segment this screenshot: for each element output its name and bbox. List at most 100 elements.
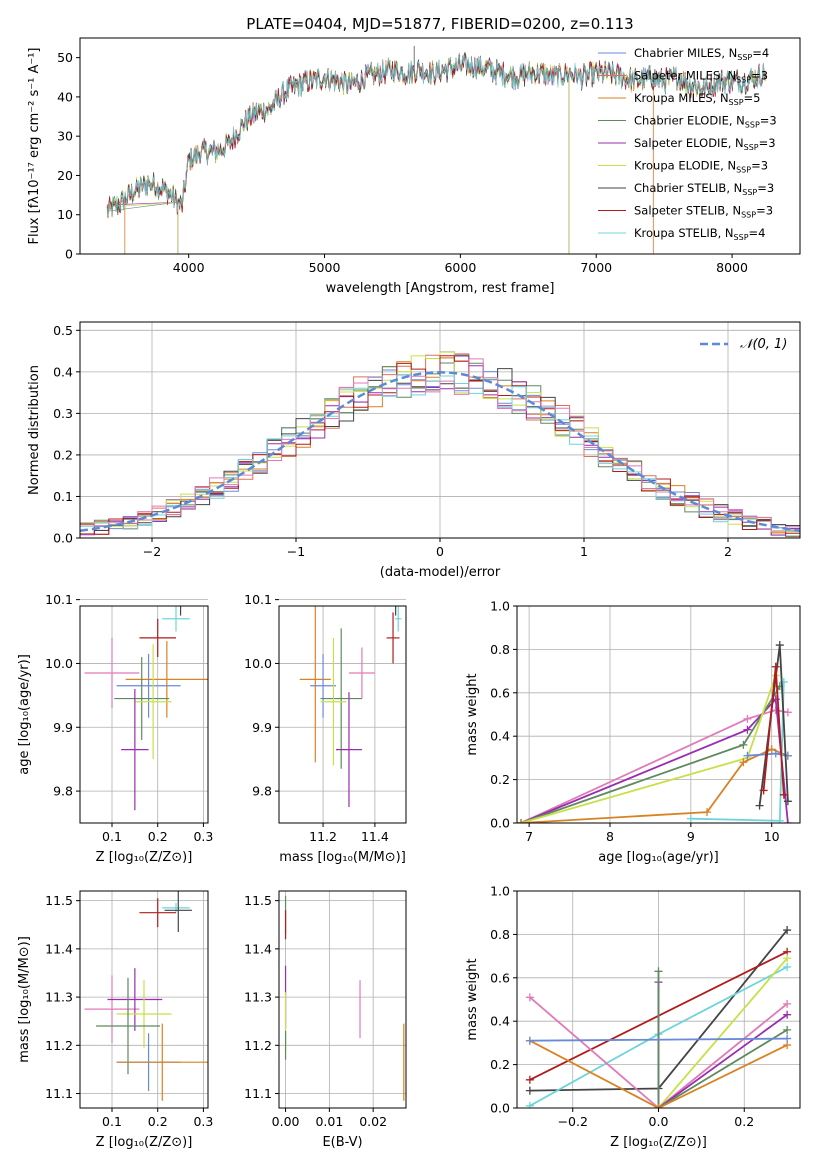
x-tick-label: 7: [525, 829, 533, 844]
y-tick-label: 20: [57, 168, 73, 183]
x-tick-label: 0.2: [148, 1114, 168, 1129]
x-axis-label: age [log₁₀(age/yr)]: [598, 850, 719, 865]
x-tick-label: −0.2: [558, 1114, 588, 1129]
weight-marker: [739, 740, 748, 749]
y-axis-label: mass weight: [465, 673, 480, 755]
weight-series-line: [657, 971, 788, 1108]
age_vs_mass-frame: 11.2 11.4 9.8 9.9 10.0 10.1 mass [log₁₀(M/M⊙)]: [244, 592, 407, 865]
x-axis-label: E(B-V): [322, 1135, 362, 1150]
weight-series-line: [520, 675, 777, 823]
weight_vs_Z-panel: −0.2 0.0 0.2 0.0 0.2 0.4 0.6 0.8 1.0 Z [log₁₀(Z/Z…: [465, 884, 801, 1150]
y-axis-label: mass weight: [465, 958, 480, 1040]
y-tick-label: 0.4: [490, 1014, 510, 1029]
weight-series-line: [657, 957, 788, 1108]
spectrum-plot-area: [106, 45, 767, 254]
y-tick-label: 0.2: [490, 1057, 510, 1072]
y-tick-label: 11.5: [244, 893, 272, 908]
x-tick-label: 0: [436, 544, 444, 559]
y-tick-label: 10.0: [244, 656, 272, 671]
y-axis-label: age [log₁₀(age/yr)]: [17, 654, 32, 775]
y-tick-label: 11.1: [244, 1086, 272, 1101]
y-axis-label: Normed distribution: [27, 365, 42, 495]
x-tick-label: 1: [580, 544, 588, 559]
legend-entry: Kroupa MILES, NSSP=5: [634, 91, 760, 107]
figure-title: PLATE=0404, MJD=51877, FIBERID=0200, z=0…: [246, 15, 633, 33]
x-axis-label: wavelength [Angstrom, rest frame]: [326, 281, 555, 296]
y-tick-label: 0.3: [53, 406, 73, 421]
weight_vs_age-frame: 7 8 9 10 0.0 0.2 0.4 0.6 0.8 1.0 age [log₁₀(age/yr…: [465, 599, 801, 865]
weight-marker: [783, 1034, 792, 1043]
x-axis-label: mass [log₁₀(M/M⊙)]: [279, 850, 406, 865]
histogram-step: [80, 358, 800, 532]
y-tick-label: 11.3: [244, 990, 272, 1005]
weight-marker: [783, 797, 792, 806]
x-tick-label: 8000: [716, 260, 748, 275]
weight-marker: [783, 962, 792, 971]
x-tick-label: 7000: [580, 260, 612, 275]
y-tick-label: 10: [57, 207, 73, 222]
x-tick-label: 8: [606, 829, 614, 844]
y-tick-label: 11.5: [45, 893, 73, 908]
y-tick-label: 9.8: [53, 784, 73, 799]
legend-entry: Salpeter ELODIE, NSSP=3: [634, 136, 776, 152]
y-tick-label: 0.5: [53, 323, 73, 338]
weight-marker: [525, 1075, 534, 1084]
age_vs_Z-frame: 0.1 0.2 0.3 9.8 9.9 10.0 10.1 Z [log₁₀(Z/Z⊙)] ag…: [17, 592, 213, 865]
axes-frame: [79, 605, 209, 824]
age_vs_mass-plot-area: [299, 606, 402, 808]
y-tick-label: 0.0: [53, 531, 73, 546]
x-tick-label: 0.2: [148, 829, 168, 844]
y-tick-label: 10.1: [244, 592, 272, 607]
axes-frame: [79, 37, 801, 255]
x-axis-label: (data-model)/error: [380, 565, 501, 580]
x-tick-label: 0.1: [102, 1114, 122, 1129]
weight-marker: [783, 1010, 792, 1019]
axes-frame: [516, 605, 801, 824]
weight-marker: [783, 926, 792, 935]
axes-frame: [278, 605, 407, 824]
legend-entry: 𝒩(0, 1): [740, 337, 787, 352]
mass_vs_Z-frame: 0.1 0.2 0.3 11.1 11.2 11.3 11.4 11.5 Z [log₁₀(Z/…: [17, 890, 213, 1150]
y-tick-label: 11.4: [45, 941, 73, 956]
x-tick-label: 11.2: [309, 829, 337, 844]
legend-entry: Kroupa ELODIE, NSSP=3: [634, 159, 768, 175]
y-tick-label: 1.0: [490, 884, 510, 899]
spectrum-series-line: [106, 52, 767, 254]
mass_vs_Z-panel: 0.1 0.2 0.3 11.1 11.2 11.3 11.4 11.5 Z [log₁₀(Z/…: [17, 890, 213, 1150]
x-tick-label: 0.2: [734, 1114, 754, 1129]
x-tick-label: 0.3: [193, 829, 213, 844]
weight-marker: [525, 993, 534, 1002]
axes-frame: [79, 890, 209, 1109]
weight-series-line: [529, 1039, 788, 1108]
x-tick-label: 5000: [309, 260, 341, 275]
y-tick-label: 0.2: [490, 772, 510, 787]
age_vs_mass-panel: 11.2 11.4 9.8 9.9 10.0 10.1 mass [log₁₀(M/M⊙)]: [244, 592, 407, 865]
weight-marker: [783, 999, 792, 1008]
weight-marker: [654, 967, 663, 976]
weight-marker: [525, 1036, 534, 1045]
y-tick-label: 11.2: [45, 1038, 73, 1053]
weight-marker: [686, 814, 695, 823]
mass_vs_EBV-frame: 0.00 0.01 0.02 11.1 11.2 11.3 11.4 11.5 E(B-V): [244, 890, 407, 1150]
weight-marker: [775, 641, 784, 650]
x-tick-label: 11.4: [361, 829, 389, 844]
weight_vs_age-plot-area: [517, 641, 792, 823]
residuals-frame: −2 −1 0 1 2 0.0 0.1 0.2 0.3 0.4 0.5 (data-model)/er…: [27, 321, 801, 580]
legend-entry: Chabrier MILES, NSSP=4: [634, 46, 769, 62]
weight-marker: [783, 708, 792, 717]
weight_vs_Z-plot-area: [525, 926, 792, 1108]
x-axis-label: Z [log₁₀(Z/Z⊙)]: [96, 1135, 193, 1150]
weight-marker: [739, 758, 748, 767]
legend-entry: Salpeter STELIB, NSSP=3: [634, 204, 773, 220]
y-tick-label: 0.2: [53, 447, 73, 462]
x-tick-label: 0.0: [649, 1114, 669, 1129]
weight-marker: [783, 954, 792, 963]
x-tick-label: 0.01: [315, 1114, 343, 1129]
residuals-panel: −2 −1 0 1 2 0.0 0.1 0.2 0.3 0.4 0.5 (data-model)/er…: [27, 321, 801, 580]
weight-marker: [755, 801, 764, 810]
weight-marker: [743, 751, 752, 760]
weight-marker: [654, 1104, 663, 1108]
x-tick-label: 9: [687, 829, 695, 844]
x-tick-label: 4000: [173, 260, 205, 275]
y-tick-label: 0.4: [490, 729, 510, 744]
